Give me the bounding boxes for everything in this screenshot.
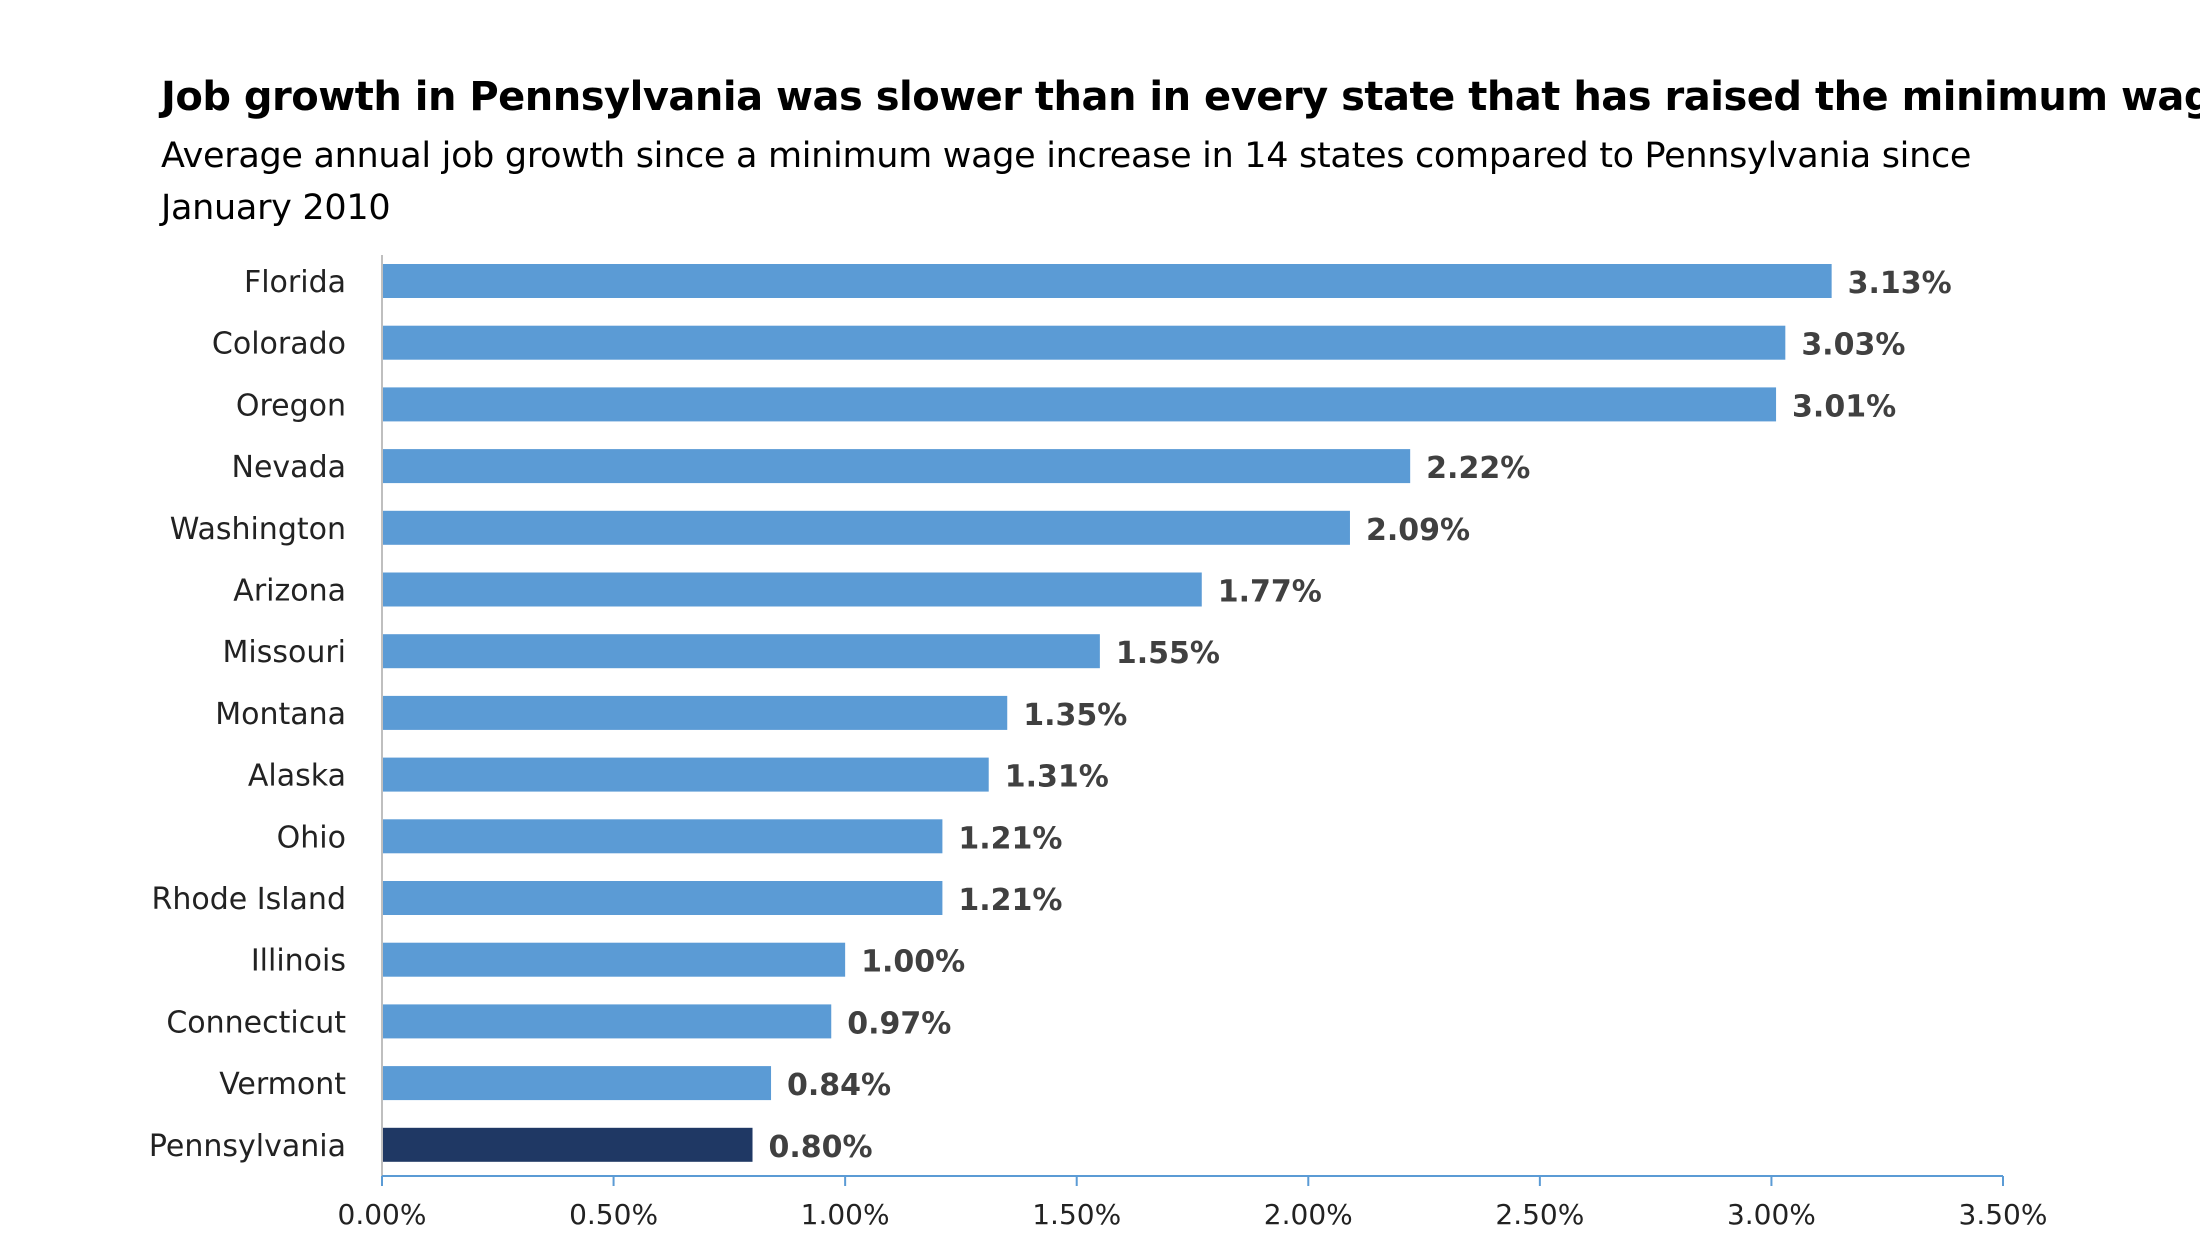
value-label-florida: 3.13% — [1848, 266, 1952, 301]
value-label-alaska: 1.31% — [1005, 760, 1109, 795]
x-tick-label: 0.00% — [338, 1198, 427, 1231]
value-label-connecticut: 0.97% — [847, 1006, 951, 1041]
x-tick-label: 3.00% — [1727, 1198, 1816, 1231]
value-label-montana: 1.35% — [1023, 698, 1127, 733]
bar-rhode-island — [382, 881, 943, 915]
category-label-ohio: Ohio — [277, 820, 346, 855]
chart-subtitle: Average annual job growth since a minimu… — [161, 136, 1972, 228]
category-label-pennsylvania: Pennsylvania — [149, 1129, 346, 1164]
value-label-pennsylvania: 0.80% — [769, 1130, 873, 1165]
value-label-illinois: 1.00% — [861, 945, 965, 980]
bar-washington — [382, 510, 1350, 545]
bar-ohio — [382, 819, 943, 854]
bar-missouri — [382, 634, 1100, 669]
bar-arizona — [382, 572, 1202, 607]
value-label-vermont: 0.84% — [787, 1068, 891, 1103]
category-label-nevada: Nevada — [232, 450, 346, 485]
category-label-florida: Florida — [244, 265, 346, 300]
value-label-nevada: 2.22% — [1426, 451, 1530, 486]
bar-oregon — [382, 387, 1777, 422]
category-label-montana: Montana — [215, 697, 346, 732]
category-labels: Florida Colorado Oregon Nevada Washington Ari… — [149, 265, 346, 1164]
bar-nevada — [382, 449, 1411, 484]
bar-vermont — [382, 1066, 772, 1101]
value-label-rhode-island: 1.21% — [958, 883, 1062, 918]
category-label-illinois: Illinois — [251, 944, 346, 979]
bar-illinois — [382, 942, 846, 977]
bar-montana — [382, 695, 1008, 730]
category-label-arizona: Arizona — [233, 574, 346, 609]
x-axis — [381, 255, 2003, 1186]
x-tick-label: 2.00% — [1264, 1198, 1353, 1231]
x-tick-label: 1.50% — [1032, 1198, 1121, 1231]
category-label-colorado: Colorado — [212, 327, 346, 362]
bar-connecticut — [382, 1004, 832, 1039]
value-label-missouri: 1.55% — [1116, 636, 1220, 671]
x-axis-ticks: 0.00% 0.50% 1.00% 1.50% 2.00% 2.50% 3.00% 3.50% — [338, 1176, 2048, 1231]
bar-group — [382, 264, 1832, 1162]
category-label-alaska: Alaska — [248, 759, 346, 794]
value-label-washington: 2.09% — [1366, 513, 1470, 548]
category-label-rhode-island: Rhode Island — [151, 882, 346, 917]
bar-alaska — [382, 757, 989, 792]
value-label-colorado: 3.03% — [1801, 328, 1905, 363]
bar-pennsylvania — [382, 1127, 753, 1162]
bar-florida — [382, 264, 1832, 298]
category-label-oregon: Oregon — [236, 388, 346, 423]
category-label-connecticut: Connecticut — [166, 1005, 346, 1040]
value-label-arizona: 1.77% — [1218, 575, 1322, 610]
value-label-oregon: 3.01% — [1792, 389, 1896, 424]
bar-colorado — [382, 325, 1786, 360]
chart-title: Job growth in Pennsylvania was slower th… — [161, 74, 2200, 120]
x-tick-label: 1.00% — [801, 1198, 890, 1231]
value-label-ohio: 1.21% — [958, 821, 1062, 856]
x-tick-label: 2.50% — [1495, 1198, 1584, 1231]
category-label-washington: Washington — [170, 512, 346, 547]
value-labels: 3.13% 3.03% 3.01% 2.22% 2.09% 1.77% 1.55% 1.35%… — [769, 266, 1952, 1165]
x-tick-label: 3.50% — [1959, 1198, 2048, 1231]
category-label-missouri: Missouri — [222, 635, 346, 670]
x-tick-label: 0.50% — [569, 1198, 658, 1231]
category-label-vermont: Vermont — [219, 1067, 346, 1102]
